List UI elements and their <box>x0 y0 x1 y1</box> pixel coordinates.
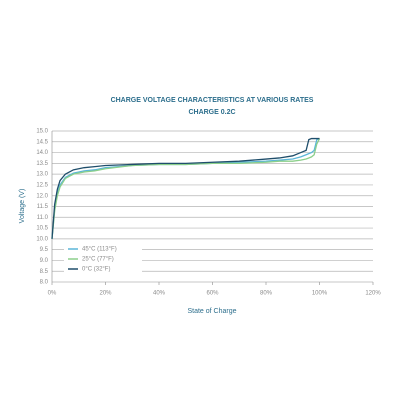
x-tick-label: 80% <box>260 291 273 297</box>
y-axis-label: Voltage (V) <box>19 189 26 224</box>
y-tick-label: 15.0 <box>36 129 48 135</box>
chart-subtitle: CHARGE 0.2C <box>188 109 235 116</box>
x-tick-label: 40% <box>153 291 166 297</box>
y-tick-label: 10.0 <box>36 236 48 242</box>
x-tick-label: 0% <box>48 291 57 297</box>
y-tick-label: 11.0 <box>37 215 49 221</box>
y-tick-label: 12.5 <box>36 183 48 189</box>
x-tick-label: 120% <box>365 291 381 297</box>
y-tick-label: 14.5 <box>36 139 48 145</box>
x-axis-label: State of Charge <box>187 308 236 315</box>
x-tick-label: 20% <box>99 291 112 297</box>
y-tick-label: 8.5 <box>40 269 49 275</box>
y-tick-label: 8.0 <box>40 280 49 286</box>
x-tick-label: 60% <box>206 291 219 297</box>
x-tick-label: 100% <box>312 291 328 297</box>
legend-label: 45°C (113°F) <box>82 247 117 253</box>
y-tick-label: 12.0 <box>36 193 48 199</box>
chart-title: CHARGE VOLTAGE CHARACTERISTICS AT VARIOU… <box>111 97 314 104</box>
y-tick-label: 14.0 <box>36 150 48 156</box>
series-line <box>51 137 320 239</box>
y-tick-label: 13.0 <box>36 172 48 178</box>
y-tick-label: 13.5 <box>36 161 48 167</box>
legend-label: 25°C (77°F) <box>82 257 114 263</box>
y-tick-label: 10.5 <box>36 226 48 232</box>
series-line <box>51 138 321 239</box>
series-line <box>51 137 320 239</box>
y-tick-label: 11.5 <box>37 204 49 210</box>
y-tick-label: 9.0 <box>40 258 49 264</box>
legend-label: 0°C (32°F) <box>82 267 110 273</box>
y-tick-label: 9.5 <box>40 247 49 253</box>
